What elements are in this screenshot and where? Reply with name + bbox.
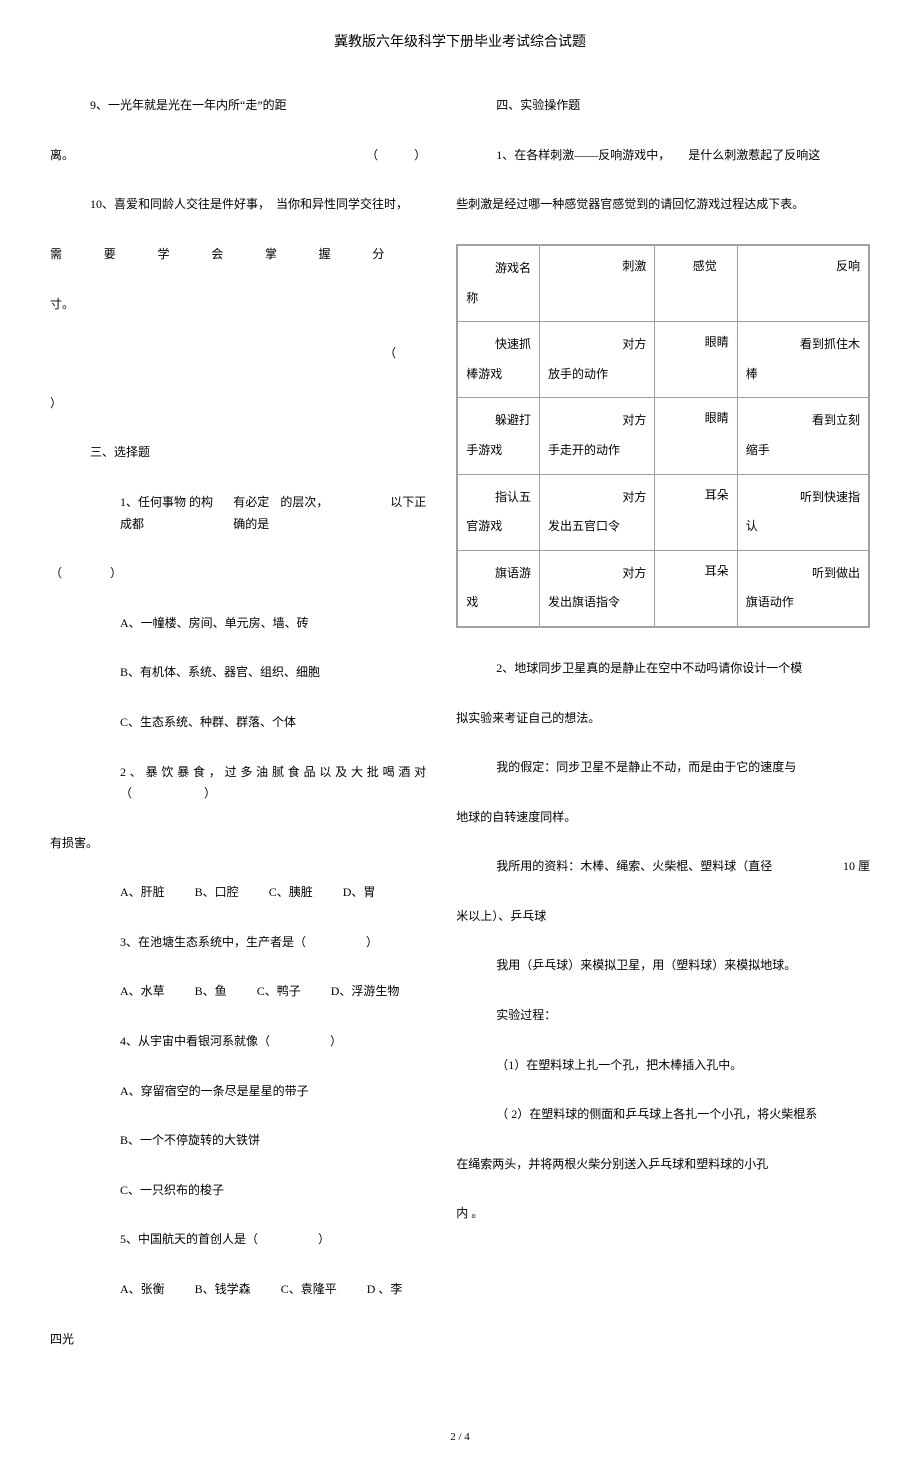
q9-line2: 离。 （ ） [50,145,426,167]
table-row: 快速抓棒游戏 对方放手的动作 眼睛 看到抓住木棒 [457,322,869,398]
char: 握 [319,244,373,266]
table-row: 指认五官游戏 对方发出五官口令 耳朵 听到快速指认 [457,474,869,550]
r-q1-a: 1、在各样刺激——反响游戏中， 是什么刺激惹起了反响这 [456,145,870,167]
opt: A、肝脏 [120,882,165,904]
table-row: 旗语游戏 对方发出旗语指令 耳朵 听到做出旗语动作 [457,550,869,627]
q4-opt-a: A、穿留宿空的一条尽是星星的带子 [50,1081,426,1103]
q1-opt-c: C、生态系统、种群、群落、个体 [50,712,426,734]
r-p5: （1）在塑料球上扎一个孔，把木棒插入孔中。 [456,1055,870,1077]
char: 要 [104,244,158,266]
q10-line1: 10、喜爱和同龄人交往是件好事， 当你和异性同学交往时， [50,194,426,216]
section-4-title: 四、实验操作题 [456,95,870,117]
q1-opt-a: A、一幢楼、房间、单元房、墙、砖 [50,613,426,635]
q10-spread: 需 要 学 会 掌 握 分 [50,244,426,266]
q5-text: 5、中国航天的首创人是（ ） [50,1229,426,1251]
q1-bracket: （ ） [50,563,426,585]
r-p1: 我的假定：同步卫星不是静止不动，而是由于它的速度与 [456,757,870,779]
q9-prefix: 离。 [50,145,74,167]
q9-line1: 9、一光年就是光在一年内所“走”的距 [50,95,426,117]
opt: D、浮游生物 [331,981,400,1003]
opt: B、鱼 [195,981,227,1003]
char: 会 [211,244,265,266]
r-p3: 我用（乒乓球）来模拟卫星，用（塑料球）来模拟地球。 [456,955,870,977]
q5-tail: 四光 [50,1329,426,1351]
q1-part-d: 以下正 [353,492,426,535]
q1-opt-b: B、有机体、系统、器官、组织、细胞 [50,662,426,684]
q4-opt-c: C、一只织布的梭子 [50,1180,426,1202]
char: 需 [50,244,104,266]
r-q2-a: 2、地球同步卫星真的是静止在空中不动吗请你设计一个模 [456,658,870,680]
opt: A、张衡 [120,1279,165,1301]
q10-line3: 寸。 [50,294,426,316]
q1-part-a: 1、任何事物 的构成都 [120,492,222,535]
q2-opts: A、肝脏 B、口腔 C、胰脏 D、胃 [50,882,426,904]
q3-text: 3、在池塘生态系统中，生产者是（ ） [50,932,426,954]
page-title: 冀教版六年级科学下册毕业考试综合试题 [50,30,870,55]
page-footer: 2 / 4 [50,1428,870,1448]
opt: D、胃 [343,882,376,904]
q10-bracket-open: （ [50,343,426,365]
opt: C、鸭子 [257,981,301,1003]
char: 掌 [265,244,319,266]
table-row: 躲避打手游戏 对方手走开的动作 眼睛 看到立刻缩手 [457,398,869,474]
q3-opts: A、水草 B、鱼 C、鸭子 D、浮游生物 [50,981,426,1003]
left-column: 9、一光年就是光在一年内所“走”的距 离。 （ ） 10、喜爱和同龄人交往是件好… [50,95,426,1378]
experiment-table: 游戏名称 刺激 感觉 反响 快速抓棒游戏 对方放手的动作 眼睛 看到抓住木棒 躲… [456,244,870,628]
q4-text: 4、从宇宙中看银河系就像（ ） [50,1031,426,1053]
q1-text: 1、任何事物 的构成都 有必定 确的是 的层次， 以下正 [50,492,426,535]
r-p2c: 米以上）、乒乓球 [456,906,870,928]
r-p6a: （ 2）在塑料球的侧面和乒乓球上各扎一个小孔，将火柴棍系 [456,1104,870,1126]
table-row: 游戏名称 刺激 感觉 反响 [457,245,869,322]
q1-part-c: 的层次， [280,492,353,535]
r-p4: 实验过程： [456,1005,870,1027]
content-columns: 9、一光年就是光在一年内所“走”的距 离。 （ ） 10、喜爱和同龄人交往是件好… [50,95,870,1378]
r-p1b: 地球的自转速度同样。 [456,807,870,829]
char: 分 [372,244,426,266]
opt: B、钱学森 [195,1279,251,1301]
char: 学 [157,244,211,266]
r-p7: 内 。 [456,1203,870,1225]
section-3-title: 三、选择题 [50,442,426,464]
q2-text: 2、暴饮暴食，过多油腻食品以及大批喝酒对（ ） [50,762,426,805]
r-q2-b: 拟实验来考证自己的想法。 [456,708,870,730]
opt: D 、李 [367,1279,403,1301]
opt: C、胰脏 [269,882,313,904]
right-column: 四、实验操作题 1、在各样刺激——反响游戏中， 是什么刺激惹起了反响这 些刺激是… [456,95,870,1378]
r-p2: 我所用的资料：木棒、绳索、火柴棍、塑料球（直径 10 厘 [456,856,870,878]
q10-bracket-close: ） [50,393,426,415]
q4-opt-b: B、一个不停旋转的大铁饼 [50,1130,426,1152]
opt: A、水草 [120,981,165,1003]
q1-part-b: 有必定 确的是 [222,492,280,535]
q2-text2: 有损害。 [50,833,426,855]
q5-opts: A、张衡 B、钱学森 C、袁隆平 D 、李 [50,1279,426,1301]
r-p6b: 在绳索两头，并将两根火柴分别送入乒乓球和塑料球的小孔 [456,1154,870,1176]
opt: B、口腔 [195,882,239,904]
q9-bracket: （ ） [366,145,426,167]
opt: C、袁隆平 [281,1279,337,1301]
r-q1-b: 些刺激是经过哪一种感觉器官感觉到的请回忆游戏过程达成下表。 [456,194,870,216]
